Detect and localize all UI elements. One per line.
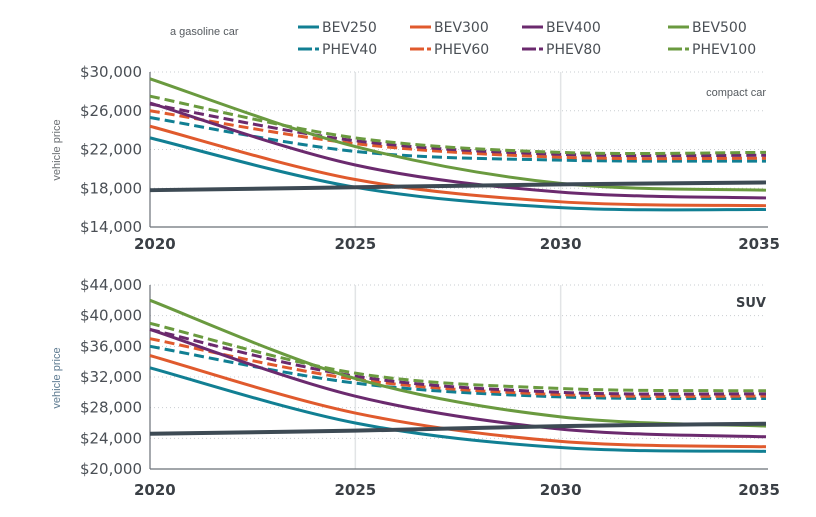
series-line-phev40 <box>149 116 767 163</box>
legend-item-bev250: BEV250 <box>298 20 377 36</box>
series-line-bev400 <box>149 101 767 200</box>
legend-label: PHEV80 <box>546 42 601 58</box>
y-tick-label: $40,000 <box>80 307 142 325</box>
y-tick-label: $24,000 <box>80 429 142 447</box>
series-line-phev40 <box>149 344 767 401</box>
panel-compact-car: $14,000 $18,000 $22,000 $26,000 $30,000 2020 2… <box>51 63 780 253</box>
series-line-a-gasoline-car <box>149 180 767 193</box>
x-tick-label: 2025 <box>334 235 376 253</box>
series-line-phev80 <box>149 328 767 396</box>
y-tick-label: $28,000 <box>80 399 142 417</box>
x-tick-label: 2020 <box>134 235 176 253</box>
series-line-bev500 <box>149 77 767 192</box>
legend-gas-label: a gasoline car <box>170 26 239 38</box>
y-tick-label: $36,000 <box>80 337 142 355</box>
x-tick-label: 2025 <box>334 481 376 499</box>
y-tick-label: $14,000 <box>80 218 142 236</box>
legend-item-bev400: BEV400 <box>522 20 601 36</box>
panel-title: compact car <box>706 87 766 99</box>
x-tick-label: 2030 <box>540 481 582 499</box>
y-tick-label: $32,000 <box>80 368 142 386</box>
legend-label: BEV400 <box>546 20 601 36</box>
legend-item-phev100: PHEV100 <box>668 42 756 58</box>
series-line-bev400 <box>149 328 767 439</box>
x-tick-label: 2035 <box>738 235 780 253</box>
x-tick-label: 2030 <box>540 235 582 253</box>
y-tick-label: $22,000 <box>80 141 142 159</box>
legend-label: PHEV40 <box>322 42 377 58</box>
legend-label: PHEV60 <box>434 42 489 58</box>
y-axis-label: vehicle price <box>51 119 63 180</box>
legend-label: BEV250 <box>322 20 377 36</box>
y-tick-label: $30,000 <box>80 63 142 81</box>
y-tick-label: $44,000 <box>80 276 142 294</box>
series-line-bev250 <box>149 366 767 453</box>
y-tick-label: $18,000 <box>80 179 142 197</box>
legend: a gasoline car BEV250 BEV300 BEV400 BEV500 P… <box>170 20 756 58</box>
series-line-phev60 <box>149 337 767 398</box>
series-line-phev100 <box>149 321 767 393</box>
y-tick-label: $26,000 <box>80 102 142 120</box>
series-line-phev80 <box>149 102 767 158</box>
legend-item-phev60: PHEV60 <box>410 42 489 58</box>
legend-label: PHEV100 <box>692 42 756 58</box>
series-line-a-gasoline-car <box>149 421 767 436</box>
x-tick-label: 2020 <box>134 481 176 499</box>
y-tick-label: $20,000 <box>80 460 142 478</box>
series-line-phev60 <box>149 109 767 161</box>
legend-item-phev80: PHEV80 <box>522 42 601 58</box>
legend-label: BEV500 <box>692 20 747 36</box>
series-line-bev250 <box>149 136 767 212</box>
series-line-bev300 <box>149 124 767 208</box>
panel-title: SUV <box>736 296 766 311</box>
legend-item-phev40: PHEV40 <box>298 42 377 58</box>
legend-item-bev500: BEV500 <box>668 20 747 36</box>
series-line-bev300 <box>149 354 767 449</box>
legend-item-bev300: BEV300 <box>410 20 489 36</box>
legend-label: BEV300 <box>434 20 489 36</box>
x-tick-label: 2035 <box>738 481 780 499</box>
series-line-phev100 <box>149 94 767 155</box>
y-axis-label: vehicle price <box>51 347 63 408</box>
panel-suv: $20,000 $24,000 $28,000 $32,000 $36,000 $40,0… <box>51 276 780 499</box>
